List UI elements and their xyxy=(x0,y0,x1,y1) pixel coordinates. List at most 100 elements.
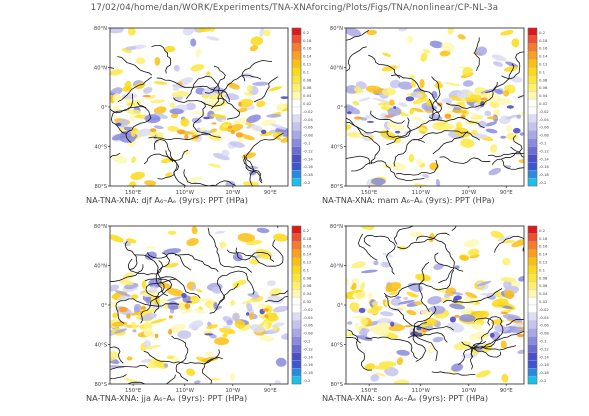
positive-anomaly xyxy=(246,240,263,246)
positive-anomaly xyxy=(410,79,417,88)
negative-anomaly xyxy=(250,324,265,333)
negative-anomaly xyxy=(153,125,164,129)
strong-positive-anomaly xyxy=(126,313,131,319)
contour-line xyxy=(501,146,524,170)
positive-anomaly xyxy=(204,351,215,356)
positive-anomaly xyxy=(396,357,404,365)
positive-anomaly xyxy=(150,318,167,324)
contour-line xyxy=(386,98,441,138)
negative-anomaly xyxy=(450,291,464,296)
strong-negative-anomaly xyxy=(513,127,521,134)
negative-anomaly xyxy=(480,88,497,94)
positive-anomaly xyxy=(186,238,199,246)
colorbar-frame xyxy=(527,27,538,187)
negative-anomaly xyxy=(214,230,226,234)
colorbar-swatch xyxy=(527,91,538,100)
positive-anomaly xyxy=(268,86,283,92)
strong-positive-anomaly xyxy=(354,116,363,120)
x-tick-label: 110°W xyxy=(412,388,431,394)
negative-anomaly xyxy=(356,335,373,341)
positive-anomaly xyxy=(506,132,519,141)
negative-anomaly xyxy=(380,261,392,268)
positive-anomaly xyxy=(408,153,415,163)
positive-anomaly xyxy=(468,331,485,340)
strong-negative-anomaly xyxy=(395,130,401,134)
colorbar-label: -0.14 xyxy=(303,156,313,161)
panel-mam: 80°N 40°N 0° 40°S 80°S 150°E 110°W 10°W 90°E 0.2 0… xyxy=(318,22,583,206)
negative-anomaly xyxy=(358,97,371,102)
negative-anomaly xyxy=(225,180,236,186)
positive-anomaly xyxy=(419,78,425,89)
colorbar-label: 0.02 xyxy=(539,101,548,106)
positive-anomaly xyxy=(365,85,384,94)
positive-anomaly xyxy=(463,239,480,248)
positive-anomaly xyxy=(143,308,157,314)
positive-anomaly xyxy=(500,340,507,349)
strong-negative-anomaly xyxy=(181,293,187,298)
contour-line xyxy=(241,59,273,82)
colorbar-swatch xyxy=(291,289,302,298)
negative-anomaly xyxy=(435,178,441,186)
anomaly-field xyxy=(110,226,288,384)
strong-positive-anomaly xyxy=(517,333,524,338)
positive-anomaly xyxy=(191,111,208,115)
strong-positive-anomaly xyxy=(227,125,233,129)
x-tick-label: 150°E xyxy=(361,190,378,196)
positive-anomaly xyxy=(353,86,362,93)
negative-anomaly xyxy=(358,328,370,335)
negative-anomaly xyxy=(456,90,469,99)
colorbar-label: -0.02 xyxy=(539,307,549,312)
positive-anomaly xyxy=(249,311,254,320)
x-tick-label: 10°W xyxy=(225,190,241,196)
positive-anomaly xyxy=(146,95,157,100)
negative-anomaly xyxy=(148,302,164,309)
contour-line xyxy=(393,139,425,167)
positive-anomaly xyxy=(139,324,145,330)
strong-positive-anomaly xyxy=(176,129,186,135)
positive-anomaly xyxy=(261,320,274,324)
contour-line xyxy=(151,45,172,74)
colorbar-swatch xyxy=(291,154,302,163)
colorbar-swatch xyxy=(291,296,302,306)
panel-title-djf: NA-TNA-XNA: djf A₆–Aₑ (9yrs): PPT (HPa) xyxy=(86,195,248,205)
negative-anomaly xyxy=(229,141,245,148)
positive-anomaly xyxy=(423,317,438,327)
strong-positive-anomaly xyxy=(184,303,191,309)
colorbar-swatch xyxy=(527,43,538,52)
x-tick-label: 10°W xyxy=(461,388,477,394)
positive-anomaly xyxy=(411,116,422,121)
positive-anomaly xyxy=(125,238,137,244)
positive-anomaly xyxy=(441,42,455,52)
positive-anomaly xyxy=(351,282,357,290)
contour-line xyxy=(365,336,418,360)
negative-anomaly xyxy=(347,321,353,325)
y-tick-label: 0° xyxy=(101,303,107,309)
positive-anomaly xyxy=(203,330,213,335)
y-tick-label: 40°N xyxy=(330,264,343,270)
strong-positive-anomaly xyxy=(264,314,269,318)
negative-anomaly xyxy=(519,132,524,136)
colorbar-label: 0.2 xyxy=(303,30,310,35)
positive-anomaly xyxy=(273,233,288,242)
positive-anomaly xyxy=(130,130,136,138)
contour-line xyxy=(110,374,127,379)
positive-anomaly xyxy=(129,114,136,121)
colorbar-swatch xyxy=(527,177,538,187)
colorbar-swatch xyxy=(291,368,302,377)
colorbar-label: 0.1 xyxy=(539,69,546,74)
contour-line xyxy=(217,97,240,120)
positive-anomaly xyxy=(272,312,277,317)
positive-anomaly xyxy=(126,356,133,361)
contour-line xyxy=(125,102,152,144)
anomaly-field xyxy=(346,226,524,384)
positive-anomaly xyxy=(347,289,364,294)
contour-line xyxy=(216,270,255,305)
positive-anomaly xyxy=(490,230,504,239)
x-tick-label: 110°W xyxy=(412,190,431,196)
colorbar-swatch xyxy=(291,162,302,171)
contour-line xyxy=(407,332,448,343)
strong-negative-anomaly xyxy=(280,96,288,99)
positive-anomaly xyxy=(134,114,143,118)
negative-anomaly xyxy=(188,320,204,330)
colorbar-label: -0.18 xyxy=(303,172,313,177)
